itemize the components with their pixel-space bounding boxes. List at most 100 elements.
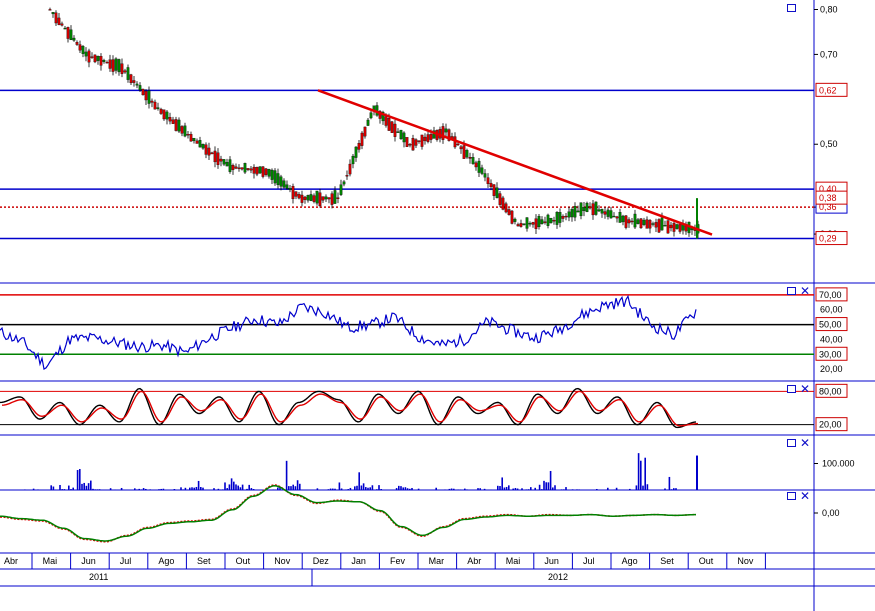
candle: [528, 222, 532, 225]
volume-bar: [635, 485, 638, 490]
volume-bar: [292, 484, 294, 490]
price-tick-label: 0,80: [820, 4, 838, 14]
candle: [540, 219, 544, 225]
volume-bar: [444, 489, 446, 490]
close-x-icon[interactable]: ✕: [800, 436, 811, 450]
volume-bar: [145, 488, 147, 490]
volume-bar: [158, 489, 160, 490]
candle: [237, 167, 241, 169]
candle: [645, 219, 649, 229]
candle: [684, 225, 688, 232]
candle: [405, 137, 409, 147]
candle: [93, 54, 97, 63]
candle: [66, 27, 70, 39]
candle: [246, 168, 250, 170]
candle: [243, 163, 247, 173]
candle: [348, 163, 352, 175]
candle: [507, 209, 511, 215]
volume-bar: [409, 488, 411, 490]
candle: [486, 177, 490, 184]
window-square-icon[interactable]: [787, 492, 796, 500]
volume-bar: [182, 489, 184, 490]
candle: [351, 155, 355, 165]
candle: [552, 219, 556, 222]
candle: [396, 131, 400, 133]
candle: [495, 187, 499, 198]
volume-bar: [140, 489, 143, 490]
volume-bar: [294, 486, 297, 490]
volume-bar: [457, 489, 459, 490]
candle: [675, 224, 679, 229]
volume-bar: [334, 488, 336, 490]
candle: [306, 195, 310, 201]
month-label: Jul: [583, 556, 595, 566]
month-label: Set: [660, 556, 674, 566]
candle: [549, 218, 553, 224]
osc-tick-label: 0,00: [822, 508, 840, 518]
window-square-icon[interactable]: [787, 385, 796, 393]
volume-bar: [241, 484, 244, 490]
close-x-icon[interactable]: ✕: [800, 382, 811, 396]
volume-bar: [149, 489, 151, 490]
volume-bar: [235, 484, 237, 490]
candle: [636, 219, 640, 224]
candle: [408, 144, 412, 146]
candle: [276, 173, 280, 186]
window-square-icon[interactable]: [787, 439, 796, 447]
candle: [285, 184, 289, 189]
volume-bar: [347, 489, 349, 490]
volume-bar: [160, 488, 162, 490]
volume-bar: [549, 470, 552, 490]
candle: [588, 206, 592, 209]
volume-bar: [367, 487, 369, 490]
volume-bar: [578, 489, 580, 490]
candle: [594, 201, 598, 215]
volume-bar: [72, 487, 74, 490]
stoch-k-line: [0, 387, 697, 429]
volume-bar: [274, 489, 277, 490]
candle: [561, 216, 565, 219]
volume-bar: [37, 489, 39, 490]
candle: [225, 161, 229, 167]
rsi-level-tag-box: [815, 287, 848, 302]
volume-bar: [142, 488, 145, 490]
candle: [480, 167, 484, 174]
candle: [318, 192, 322, 207]
volume-bar: [345, 489, 347, 490]
volume-bar: [246, 488, 248, 490]
volume-bar: [96, 489, 99, 490]
candle: [165, 111, 169, 120]
volume-bar: [109, 488, 112, 490]
candle: [267, 169, 271, 177]
volume-bar: [534, 487, 536, 490]
candle: [522, 223, 526, 225]
volume-bar: [411, 487, 413, 490]
candle: [282, 180, 286, 188]
close-x-icon[interactable]: ✕: [800, 284, 811, 298]
candle: [504, 203, 508, 213]
candle: [279, 176, 283, 187]
window-square-icon[interactable]: [787, 4, 796, 12]
candle: [60, 23, 64, 26]
volume-bar: [50, 485, 52, 490]
rsi-level-tag: 50,00: [819, 320, 842, 330]
candle: [624, 215, 628, 228]
volume-bar: [136, 489, 138, 490]
candle: [603, 211, 607, 215]
volume-bar: [673, 488, 675, 490]
close-x-icon[interactable]: ✕: [800, 489, 811, 503]
candle: [234, 166, 238, 169]
window-square-icon[interactable]: [787, 287, 796, 295]
volume-bar: [565, 487, 567, 490]
volume-bar: [285, 460, 288, 490]
last-price-tag: 0,38: [819, 193, 837, 203]
candle: [654, 222, 658, 228]
volume-bar: [123, 489, 125, 490]
volume-bar: [512, 488, 514, 490]
volume-bar: [83, 482, 85, 490]
candle: [663, 225, 667, 227]
volume-bar: [668, 476, 671, 490]
volume-bar: [541, 489, 543, 490]
candle: [264, 168, 268, 175]
